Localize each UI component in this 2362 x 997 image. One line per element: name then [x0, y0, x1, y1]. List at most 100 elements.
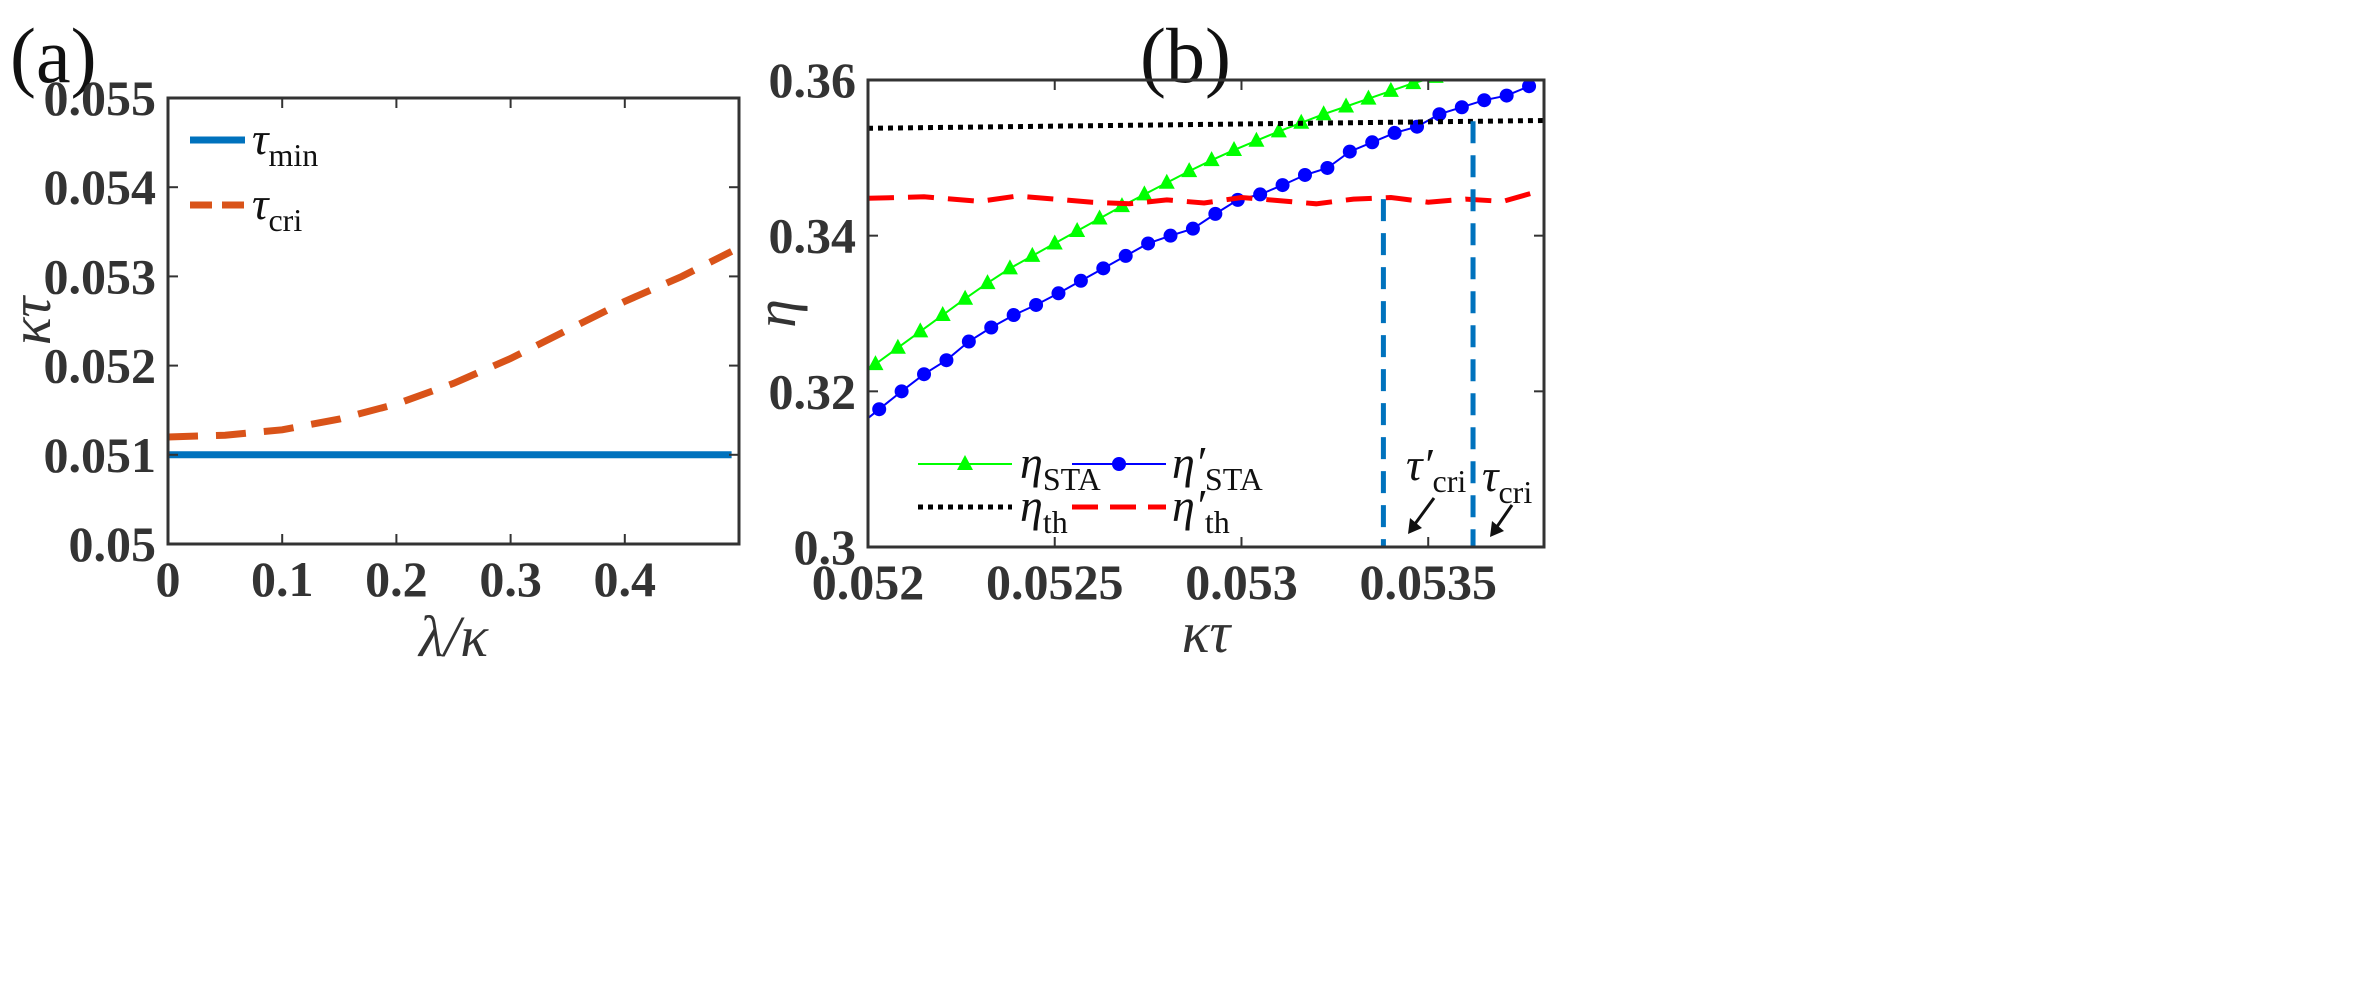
panel-b-eta-prime-sta-point	[1297, 167, 1312, 182]
panel-b-series-3-line	[868, 187, 1544, 207]
panel-b-ytick-label: 0.3	[794, 519, 857, 575]
panel-b-eta-sta-point	[1226, 141, 1243, 157]
panel-b-eta-prime-sta-point	[1499, 88, 1514, 103]
panel-b-legend-label: η′th	[1172, 480, 1230, 540]
panel-b-ytick-label: 0.34	[769, 208, 857, 264]
panel-b-legend-marker	[1112, 457, 1126, 471]
panel-b-eta-prime-sta-point	[1275, 178, 1290, 193]
panel-b-eta-sta-point	[1495, 51, 1511, 66]
panel-b-ytick-label: 0.32	[769, 363, 857, 419]
panel-a-xtick-label: 0.3	[479, 551, 542, 607]
panel-b-eta-sta-point	[1091, 209, 1108, 225]
panel-b-eta-prime-sta-point	[1118, 248, 1133, 263]
panel-b-eta-prime-sta-point	[1051, 286, 1066, 301]
panel-b-eta-prime-sta-point	[894, 384, 909, 399]
panel-b-eta-prime-sta-point	[1342, 144, 1357, 159]
panel-b-eta-prime-sta-point	[1454, 100, 1469, 115]
panel-b-eta-sta-point	[1473, 56, 1489, 71]
panel-a-xtick-label: 0.4	[594, 551, 657, 607]
panel-a-series-tau-cri-line	[167, 248, 734, 441]
panel-b-marker-label: τ′cri	[1406, 439, 1466, 499]
panel-b-eta-sta-point	[1046, 234, 1063, 250]
panel-a-legend-label: τmin	[252, 113, 318, 173]
panel-b-eta-sta-point	[868, 355, 884, 371]
panel-a-axes-frame	[166, 96, 741, 546]
panel-b-xtick-label: 0.053	[1185, 554, 1298, 610]
panel-b-xtick-label: 0.0535	[1359, 554, 1497, 610]
panel-b-eta-prime-sta-point	[1073, 273, 1088, 288]
panel-b-eta-prime-sta-point	[872, 402, 887, 417]
panel-b-eta-sta-point	[1136, 185, 1153, 201]
panel-b-eta-sta-point	[1382, 81, 1399, 97]
panel-b-eta-prime-sta-point	[1387, 125, 1402, 140]
panel-b-eta-prime-sta-point	[1029, 297, 1044, 312]
panel-b-xtick-label: 0.052	[812, 554, 925, 610]
panel-b-xlabel: κτ	[1182, 600, 1233, 665]
panel-b-eta-sta-point	[934, 306, 951, 322]
panel-b-xtick-label: 0.0525	[986, 554, 1124, 610]
panel-b-eta-prime-sta-point	[984, 320, 999, 335]
panel-b-eta-prime-sta-point	[1522, 80, 1537, 94]
panel-b-marker-label: τcri	[1482, 450, 1532, 510]
panel-b-eta-sta-point	[1024, 246, 1041, 262]
panel-b-eta-prime-sta-point	[1185, 221, 1200, 236]
panel-a-xtick-label: 0	[156, 551, 181, 607]
panel-a-xlabel: λ/κ	[417, 604, 489, 669]
panel-b-eta-prime-sta-point	[1365, 135, 1380, 150]
panel-a-legend-label: τcri	[252, 178, 302, 238]
panel-b-legend-marker	[957, 455, 973, 470]
arrow-icon	[1490, 521, 1504, 537]
panel-b-eta-sta-point	[1181, 162, 1198, 178]
panel-b-eta-sta-point	[1315, 105, 1332, 121]
panel-b-series-2-line	[868, 118, 1544, 131]
panel-b-eta-prime-sta-point	[1432, 107, 1447, 122]
panel-b-eta-sta-point	[1338, 97, 1355, 113]
panel-a-ytick-label: 0.052	[44, 338, 157, 394]
panel-a-ytick-label: 0.054	[44, 159, 157, 215]
panel-b-eta-sta-point	[1001, 259, 1018, 275]
panel-b-ylabel: η	[743, 299, 808, 328]
panel-b-eta-prime-sta-point	[1320, 160, 1335, 175]
panel-b-eta-prime-sta-point	[917, 367, 932, 382]
panel-b-eta-prime-sta-point	[1141, 236, 1156, 251]
panel-b-eta-prime-sta-point	[1208, 206, 1223, 221]
panel-b-series-0-line	[868, 80, 1429, 371]
panel-b-label: (b)	[1140, 12, 1231, 99]
panel-b-axes-frame	[866, 78, 1546, 549]
panel-b-eta-sta-point	[1158, 173, 1175, 189]
panel-b-eta-sta-point	[957, 289, 974, 305]
panel-a-ytick-label: 0.05	[69, 516, 157, 572]
arrow-icon	[1408, 518, 1422, 534]
panel-b-eta-prime-sta-point	[1163, 228, 1178, 243]
panel-b-eta-sta-point	[889, 338, 906, 354]
panel-b-eta-sta-point	[1405, 80, 1422, 90]
panel-b-eta-sta-point	[1270, 122, 1287, 138]
panel-b-eta-sta-point	[1517, 46, 1533, 61]
panel-b-series-1-line	[868, 85, 1530, 419]
panel-b-eta-prime-sta-point	[1006, 308, 1021, 323]
panel-b-eta-prime-sta-point	[939, 353, 954, 368]
panel-b-eta-prime-sta-point	[1477, 93, 1492, 108]
panel-b-eta-sta-point	[1203, 151, 1220, 167]
panel-b-eta-sta-point	[1069, 221, 1086, 237]
panel-a: 0 0.1 0.2 0.3 0.4 0.05 0.051 0.052 0.053 0.054 0.0…	[0, 70, 741, 669]
panel-a-ytick-label: 0.051	[44, 427, 157, 483]
panel-b-eta-prime-sta-point	[1096, 261, 1111, 276]
panel-b-eta-prime-sta-point	[1253, 187, 1268, 202]
panel-b-eta-sta-point	[1360, 89, 1377, 105]
panel-b-eta-sta-point	[1248, 131, 1265, 147]
panel-a-ylabel: κτ	[0, 294, 63, 345]
panel-b-eta-sta-point	[979, 274, 996, 290]
panel-b-eta-prime-sta-point	[961, 334, 976, 349]
panel-b-annotations: τ′cri τcri	[1406, 439, 1532, 537]
panel-b-ytick-label: 0.36	[769, 52, 857, 108]
panel-b-eta-sta-point	[912, 322, 929, 338]
panel-a-ytick-label: 0.053	[44, 248, 157, 304]
panel-a-xtick-label: 0.1	[251, 551, 314, 607]
panel-b: 0.052 0.0525 0.053 0.0535 0.3 0.32 0.34 0.36 κτ…	[743, 46, 1546, 665]
panel-b-eta-sta-point	[1450, 62, 1466, 77]
panel-a-ytick-label: 0.055	[44, 70, 157, 126]
